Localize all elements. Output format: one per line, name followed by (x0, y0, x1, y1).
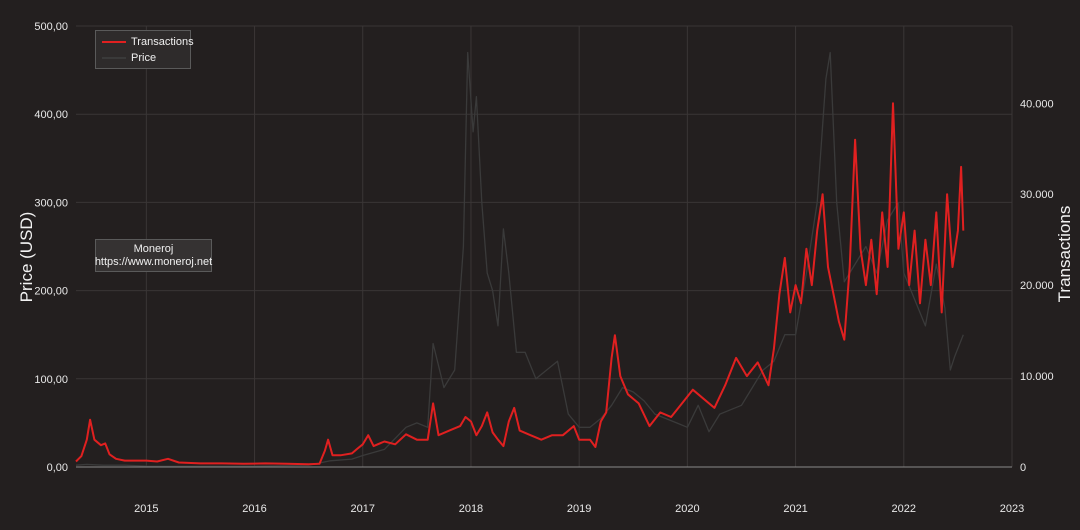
grid-lines (76, 25, 1013, 468)
y2-tick-label: 0 (1020, 462, 1026, 474)
y-tick-label: 300,00 (34, 197, 68, 209)
y-tick-label: 500,00 (34, 21, 68, 33)
y-tick-label: 400,00 (34, 109, 68, 121)
y-tick-label: 100,00 (34, 374, 68, 386)
credit-url: https://www.moneroj.net (94, 255, 213, 268)
x-tick-label: 2017 (351, 503, 375, 515)
x-tick-label: 2018 (459, 503, 483, 515)
legend: Transactions Price (95, 30, 194, 69)
x-tick-label: 2020 (675, 503, 699, 515)
x-tick-label: 2023 (1000, 503, 1024, 515)
x-tick-label: 2016 (242, 503, 266, 515)
axes: 0,00 100,00 200,00 300,00 400,00 500,00 0 10.00… (34, 21, 1053, 515)
legend-item-price: Price (102, 51, 156, 65)
transactions-line (75, 102, 965, 466)
x-tick-label: 2019 (567, 503, 591, 515)
x-tick-label: 2022 (892, 503, 916, 515)
y2-tick-label: 30.000 (1020, 189, 1054, 201)
credit-name: Moneroj (133, 242, 174, 255)
legend-swatch-price (102, 57, 126, 59)
legend-swatch-transactions (102, 41, 126, 43)
legend-label-price: Price (131, 52, 157, 64)
y-axis-title: Price (USD) (17, 212, 36, 303)
transactions-series (75, 102, 965, 466)
y2-tick-label: 20.000 (1020, 280, 1054, 292)
credit-box: Moneroj https://www.moneroj.net (95, 239, 212, 272)
legend-item-transactions: Transactions (102, 35, 194, 49)
y2-tick-label: 40.000 (1020, 98, 1054, 110)
x-tick-label: 2021 (783, 503, 807, 515)
y-tick-label: 200,00 (34, 286, 68, 298)
y2-axis-title: Transactions (1055, 206, 1074, 303)
y-tick-label: 0,00 (47, 462, 68, 474)
x-tick-label: 2015 (134, 503, 158, 515)
y2-tick-label: 10.000 (1020, 371, 1054, 383)
legend-label-transactions: Transactions (131, 36, 194, 48)
